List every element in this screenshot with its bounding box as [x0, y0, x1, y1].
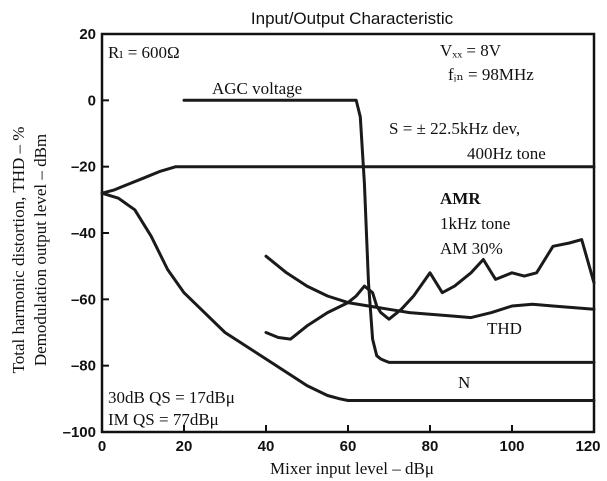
y-tick-label: 20 — [79, 26, 96, 43]
x-tick-label: 20 — [176, 438, 193, 455]
y-tick-label: –40 — [71, 225, 96, 242]
annotation-fin: fᵢₙ = 98MHz — [448, 65, 534, 84]
annotation-s-line2: 400Hz tone — [467, 144, 546, 163]
series-line-agc-voltage — [182, 98, 596, 364]
annotation-rl: Rₗ = 600Ω — [108, 43, 180, 62]
y-tick-label: –100 — [63, 424, 96, 441]
x-tick-label: 40 — [258, 438, 275, 455]
y-tick-label: –60 — [71, 291, 96, 308]
annotation-n: N — [458, 373, 470, 392]
annotation-amr-line2: AM 30% — [440, 239, 503, 258]
annotation-amr-line1: 1kHz tone — [440, 214, 510, 233]
ticks-layer: 0 20 40 60 80 100 120 20 0 –20 –40 –60 –80 –100 — [63, 26, 601, 455]
series-line-n — [100, 191, 596, 402]
x-tick-label: 80 — [422, 438, 439, 455]
y-tick-label: –20 — [71, 159, 96, 176]
annotation-agc: AGC voltage — [212, 79, 302, 98]
annotation-amr-title: AMR — [440, 189, 481, 208]
x-tick-label: 60 — [340, 438, 357, 455]
series-layer — [100, 98, 596, 402]
annotation-s-line1: S = ± 22.5kHz dev, — [389, 119, 520, 138]
series-line-thd — [264, 254, 596, 320]
x-tick-label: 0 — [98, 438, 106, 455]
y-axis-label-thd: Total harmonic distortion, THD – % — [9, 127, 28, 374]
chart-title: Input/Output Characteristic — [251, 9, 454, 28]
annotation-qs-line1: 30dB QS = 17dBμ — [108, 388, 235, 407]
x-tick-label: 100 — [499, 438, 524, 455]
x-axis-label: Mixer input level – dBμ — [270, 459, 434, 478]
x-tick-label: 120 — [575, 438, 600, 455]
annotation-vcc: Vₓₓ = 8V — [440, 41, 502, 60]
annotation-thd: THD — [487, 319, 522, 338]
annotation-qs-line2: IM QS = 77dBμ — [108, 410, 219, 429]
y-tick-label: –80 — [71, 358, 96, 375]
plot-frame — [100, 32, 596, 434]
series-line-amr — [264, 238, 596, 341]
y-tick-label: 0 — [88, 92, 96, 109]
y-axis-label-output-level: Demodulation output level – dBm — [31, 134, 50, 366]
series-line-s — [100, 165, 596, 195]
